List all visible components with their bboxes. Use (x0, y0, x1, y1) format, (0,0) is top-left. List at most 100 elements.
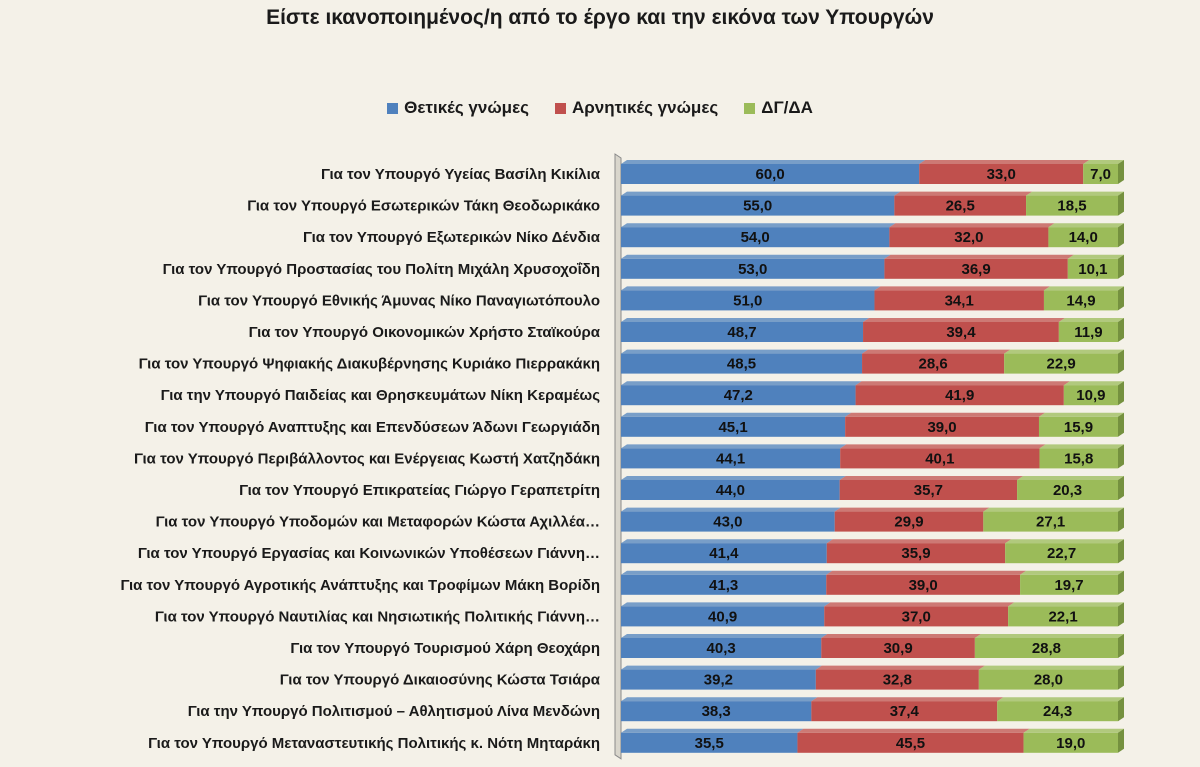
data-label: 28,8 (1032, 640, 1061, 657)
bar-top-face (621, 665, 822, 670)
bar-side-face (1118, 160, 1124, 184)
bar-top-face (1008, 602, 1124, 607)
data-label: 22,7 (1047, 545, 1076, 562)
bar-top-face (621, 539, 833, 544)
data-label: 11,9 (1074, 324, 1102, 341)
bar-top-face (621, 318, 870, 322)
bar-top-face (1067, 254, 1124, 259)
data-label: 39,0 (909, 577, 938, 594)
bar-segment (621, 543, 827, 564)
legend-swatch-negative (555, 102, 566, 114)
bar-segment (894, 195, 1027, 216)
bar-side-face (1118, 476, 1124, 500)
bar-top-face (621, 349, 869, 354)
bar-segment (1043, 290, 1118, 311)
data-label: 45,1 (718, 419, 747, 436)
bar-top-face (621, 728, 804, 733)
bar-segment (983, 511, 1118, 532)
bar-top-face (919, 160, 1090, 164)
category-label: Για τον Υπουργό Ναυτιλίας και Νησιωτικής… (155, 608, 600, 625)
bar-top-face (1043, 286, 1124, 291)
bar-side-face (1118, 665, 1124, 690)
bar-top-face (997, 697, 1124, 702)
bar-top-face (1017, 476, 1124, 480)
bar-segment (826, 574, 1021, 595)
bar-segment (862, 353, 1005, 374)
bar-top-face (1058, 318, 1124, 322)
bar-segment (621, 732, 798, 753)
bar-segment (1020, 574, 1118, 595)
data-label: 22,1 (1048, 608, 1077, 625)
data-label: 54,0 (741, 229, 770, 246)
category-label: Για τον Υπουργό Δικαιοσύνης Κώστα Τσιάρα (280, 672, 601, 689)
bar-segment (1058, 322, 1118, 342)
legend-label-positive: Θετικές γνώμες (404, 98, 529, 117)
bar-side-face (1118, 507, 1124, 532)
legend: Θετικές γνώμες Αρνητικές γνώμες ΔΓ/ΔΑ (0, 98, 1200, 118)
data-label: 22,9 (1046, 356, 1075, 373)
data-label: 44,1 (716, 450, 745, 467)
bar-segment (621, 480, 840, 500)
bar-top-face (834, 507, 990, 512)
bar-top-face (621, 570, 833, 575)
data-label: 60,0 (755, 166, 784, 183)
bar-top-face (621, 381, 862, 386)
data-label: 39,4 (946, 324, 976, 341)
category-label: Για την Υπουργό Πολιτισμού – Αθλητισμού … (188, 703, 600, 720)
bar-top-face (855, 381, 1070, 386)
bar-top-face (621, 697, 818, 702)
bar-top-face (845, 412, 1045, 417)
bar-top-face (874, 286, 1050, 291)
data-label: 10,1 (1078, 261, 1107, 278)
legend-swatch-positive (387, 102, 399, 114)
bar-top-face (1048, 223, 1124, 228)
bar-side-face (1118, 381, 1124, 406)
data-label: 24,3 (1043, 703, 1072, 720)
bar-segment (621, 638, 822, 658)
bar-top-face (621, 160, 926, 164)
category-label: Για τον Υπουργό Περιβάλλοντος και Ενέργε… (134, 450, 600, 467)
bar-top-face (621, 412, 852, 417)
legend-label-negative: Αρνητικές γνώμες (572, 98, 719, 117)
bar-segment (621, 290, 875, 311)
data-label: 39,0 (927, 419, 956, 436)
bar-top-face (840, 444, 1046, 449)
bar-segment (621, 258, 885, 279)
data-label: 32,0 (954, 229, 983, 246)
data-label: 36,9 (962, 261, 991, 278)
bar-segment (919, 164, 1084, 184)
data-label: 48,7 (727, 324, 756, 341)
bar-segment (826, 543, 1006, 564)
bar-segment (621, 227, 890, 248)
category-label: Για τον Υπουργό Επικρατείας Γιώργο Γεραπ… (239, 482, 600, 499)
bar-segment (855, 385, 1064, 406)
chart-title: Είστε ικανοποιημένος/η από το έργο και τ… (266, 6, 934, 29)
bar-top-face (621, 602, 831, 607)
bar-segment (621, 574, 827, 595)
data-label: 37,0 (902, 608, 931, 625)
bar-side-face (1118, 602, 1124, 627)
bar-top-face (894, 191, 1033, 196)
bar-segment (1026, 195, 1118, 216)
bar-segment (621, 448, 841, 469)
category-label: Για τον Υπουργό Προστασίας του Πολίτη Μι… (163, 261, 600, 278)
bar-segment (1039, 448, 1118, 469)
bar-segment (621, 606, 825, 627)
data-label: 41,4 (709, 545, 739, 562)
category-label: Για την Υπουργό Παιδείας και Θρησκευμάτω… (161, 387, 601, 404)
bar-top-face (621, 286, 881, 291)
bar-segment (1005, 543, 1118, 564)
data-label: 30,9 (883, 640, 912, 657)
data-label: 37,4 (890, 703, 920, 720)
bar-top-face (978, 665, 1124, 670)
bar-segment (621, 322, 864, 342)
data-label: 40,1 (925, 450, 954, 467)
category-label: Για τον Υπουργό Τουρισμού Χάρη Θεοχάρη (290, 640, 600, 657)
legend-label-dk-na: ΔΓ/ΔΑ (761, 98, 813, 117)
bar-segment (840, 448, 1040, 469)
bar-segment (1038, 416, 1118, 437)
bar-segment (621, 669, 816, 690)
category-label: Για τον Υπουργό Αγροτικής Ανάπτυξης και … (120, 577, 600, 594)
bar-top-face (863, 318, 1065, 322)
